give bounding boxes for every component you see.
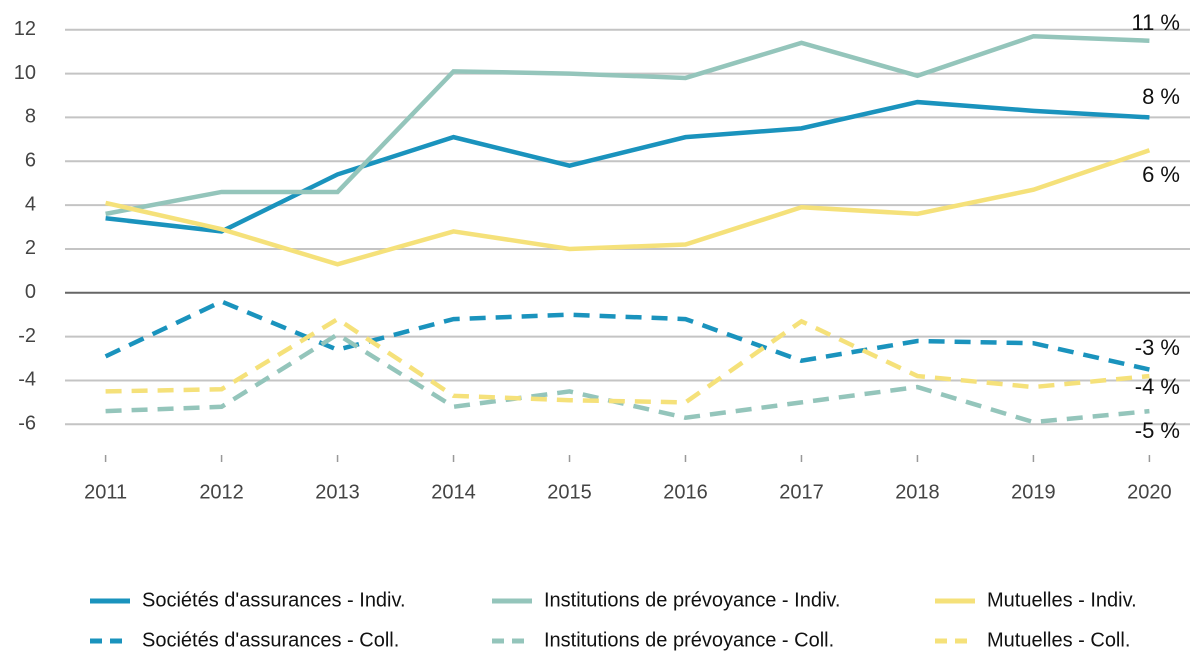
end-label: -3 % <box>1135 335 1180 360</box>
legend-label: Institutions de prévoyance - Coll. <box>544 629 834 651</box>
end-label: -4 % <box>1135 374 1180 399</box>
series-line <box>105 331 1150 425</box>
y-tick-label: 10 <box>14 62 36 84</box>
legend-label: Mutuelles - Indiv. <box>987 589 1137 611</box>
y-tick-label: -2 <box>18 325 36 347</box>
legend-label: Institutions de prévoyance - Indiv. <box>544 589 840 611</box>
legend-label: Mutuelles - Coll. <box>987 629 1130 651</box>
x-tick-label: 2016 <box>663 481 708 503</box>
y-tick-label: 8 <box>25 106 36 128</box>
series-line <box>105 316 1150 405</box>
end-label: 11 % <box>1131 10 1180 35</box>
y-tick-label: 0 <box>25 281 36 303</box>
legend-label: Sociétés d'assurances - Indiv. <box>142 589 406 611</box>
y-tick-label: -6 <box>18 413 36 435</box>
legend-label: Sociétés d'assurances - Coll. <box>142 629 399 651</box>
end-label: -5 % <box>1135 418 1180 443</box>
x-tick-label: 2020 <box>1127 481 1172 503</box>
series-line <box>105 99 1150 234</box>
y-tick-label: -4 <box>18 369 36 391</box>
end-label: 6 % <box>1142 162 1180 187</box>
series-line <box>104 299 1150 372</box>
y-tick-label: 12 <box>14 18 36 40</box>
x-tick-label: 2011 <box>84 481 127 503</box>
series-line <box>105 148 1151 267</box>
y-tick-label: 4 <box>25 193 36 215</box>
y-tick-label: 6 <box>25 150 36 172</box>
x-tick-label: 2014 <box>431 481 476 503</box>
x-tick-label: 2019 <box>1011 481 1056 503</box>
end-label: 8 % <box>1142 84 1180 109</box>
series-line <box>105 34 1150 217</box>
x-tick-label: 2013 <box>315 481 360 503</box>
x-tick-label: 2015 <box>547 481 592 503</box>
y-tick-label: 2 <box>25 237 36 259</box>
x-tick-label: 2012 <box>199 481 244 503</box>
x-tick-label: 2017 <box>779 481 824 503</box>
x-tick-label: 2018 <box>895 481 940 503</box>
